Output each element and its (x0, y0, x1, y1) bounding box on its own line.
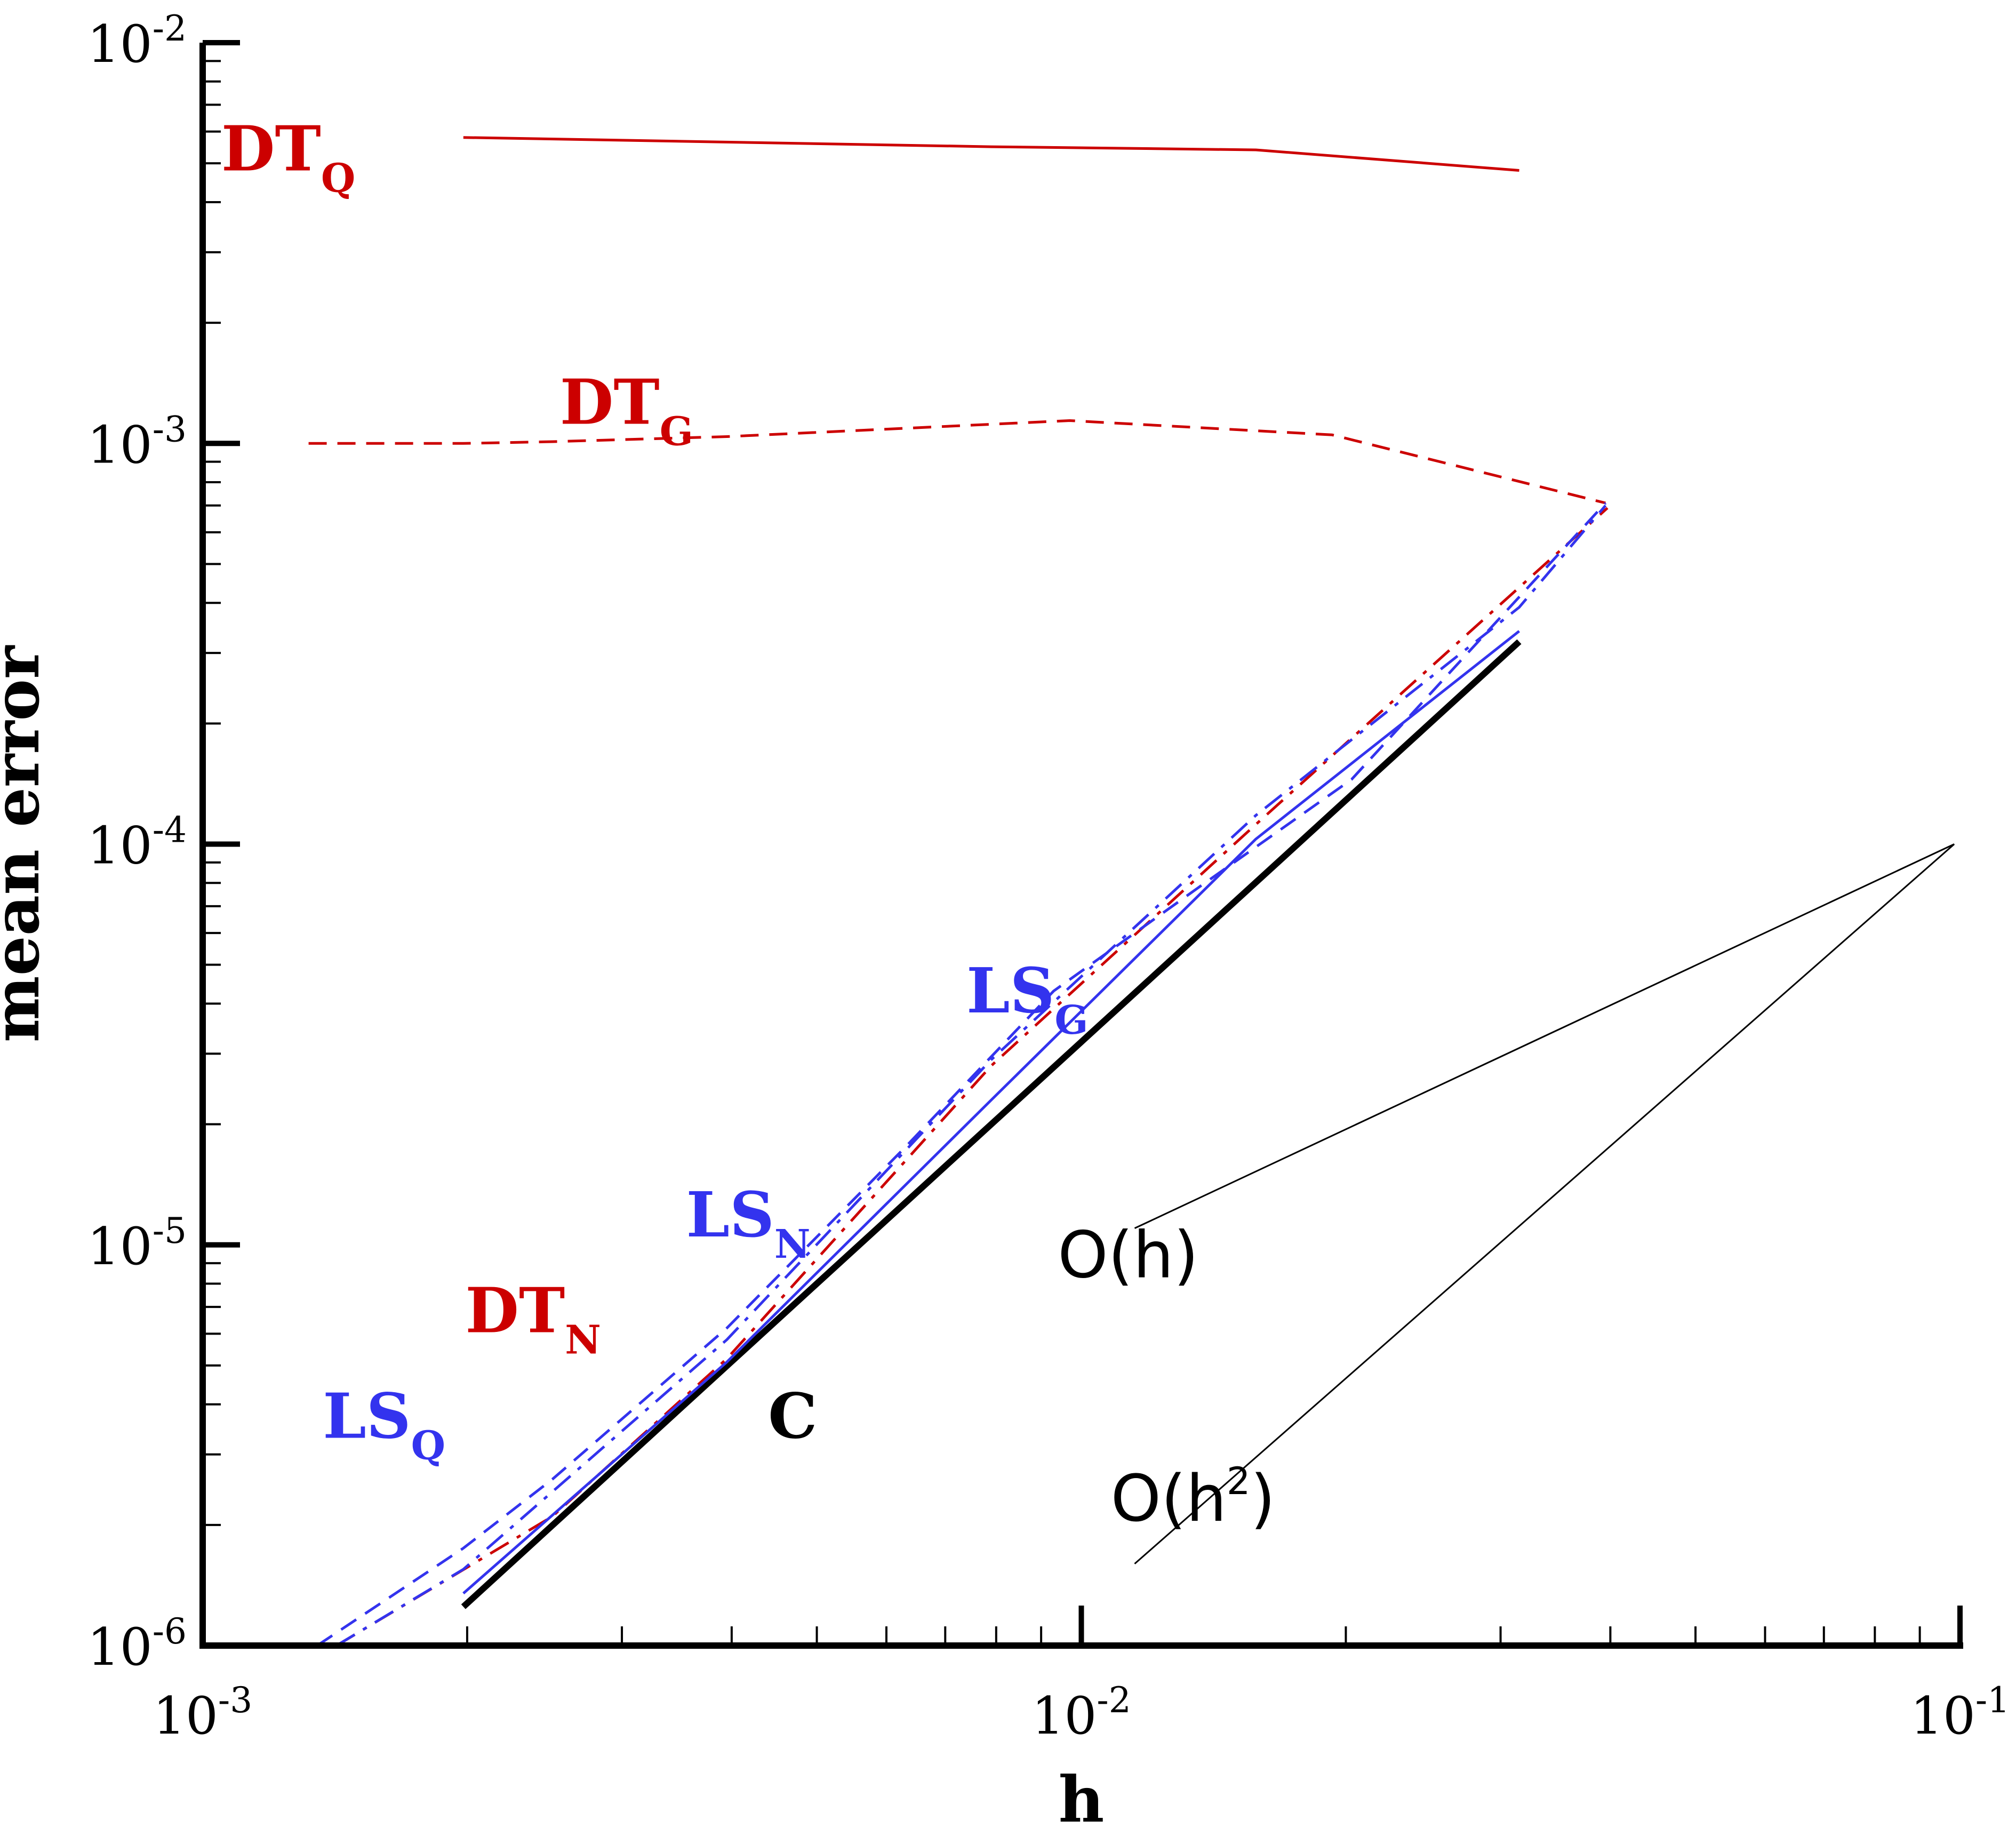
y-tick-label: 10-2 (87, 8, 187, 74)
axis-ticks (200, 40, 1963, 1648)
x-tick-label: 10-3 (153, 1680, 252, 1746)
series-label-lsq: LSQ (323, 1380, 445, 1468)
reference-slopes: O(h) O(h2) (1058, 843, 1955, 1564)
series-line-dtg (308, 419, 1606, 505)
series-labels: C DTQ DTG DTN LSG LSN LSQ (221, 113, 1089, 1468)
y-tick-label: 10-6 (87, 1611, 187, 1677)
series-label-dtq: DTQ (221, 113, 355, 201)
series-label-c: C (768, 1380, 817, 1452)
reference-line-2 (1134, 843, 1955, 1564)
series-line-lsn (335, 504, 1607, 1647)
x-axis-title: h (1059, 1762, 1105, 1828)
data-series (308, 136, 1609, 1647)
series-label-lsg: LSG (966, 955, 1089, 1043)
series-line-c (461, 639, 1522, 1609)
x-tick-label: 10-2 (1031, 1680, 1131, 1746)
series-label-dtg: DTG (560, 366, 693, 454)
y-axis-title: mean error (0, 645, 53, 1042)
series-line-dtq (463, 136, 1519, 172)
axes-frame (199, 43, 1963, 1649)
series-line-lsg (316, 502, 1607, 1647)
reference-label-1: O(h) (1058, 1219, 1198, 1293)
series-line-lsq (462, 630, 1521, 1594)
reference-line-1 (1134, 843, 1955, 1230)
y-tick-label: 10-5 (87, 1210, 187, 1276)
series-label-lsn: LSN (686, 1179, 811, 1267)
series-line-dtn (335, 507, 1609, 1647)
series-label-dtn: DTN (465, 1275, 601, 1363)
y-tick-label: 10-3 (87, 409, 187, 475)
tick-labels: 10-6 10-5 10-4 10-3 10-2 10-3 10-2 10-1 (87, 8, 2010, 1746)
y-tick-label: 10-4 (87, 810, 187, 876)
x-tick-label: 10-1 (1910, 1680, 2010, 1746)
reference-label-2: O(h2) (1111, 1459, 1276, 1536)
